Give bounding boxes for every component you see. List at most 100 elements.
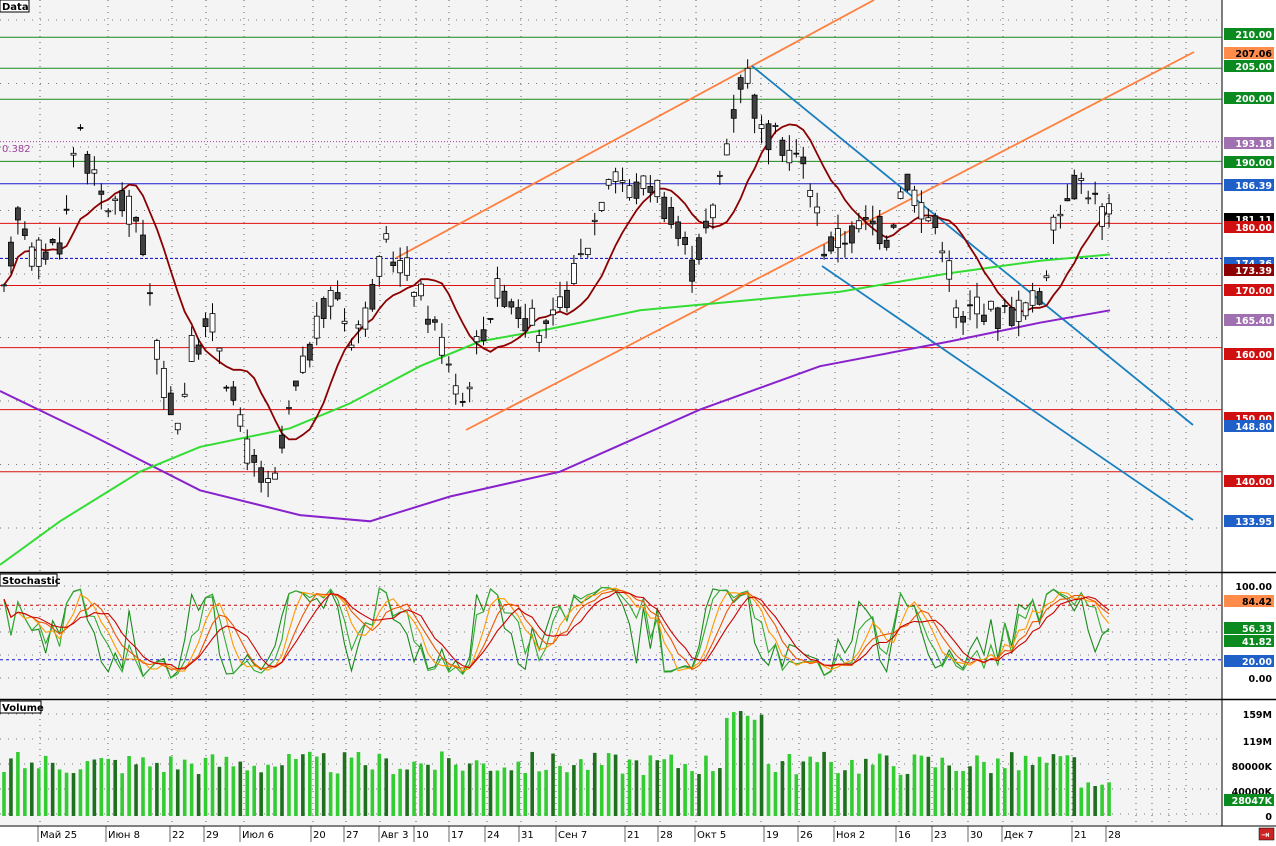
candle-body — [369, 284, 376, 310]
volume-bar — [662, 759, 667, 816]
candle-body — [237, 414, 244, 427]
axis-badge-label: 207.06 — [1235, 49, 1272, 60]
volume-bar — [829, 761, 833, 816]
x-axis-label: 29 — [206, 830, 219, 841]
axis-badge — [1224, 794, 1274, 806]
volume-bar — [905, 773, 910, 816]
volume-bar — [203, 757, 208, 816]
stoch-panel[interactable] — [0, 574, 1222, 698]
volume-bar — [85, 761, 90, 816]
x-axis-label: 30 — [970, 830, 983, 841]
volume-bar — [280, 765, 284, 816]
axis-badge — [1224, 156, 1274, 168]
volume-bar — [398, 768, 402, 816]
candle-body — [466, 386, 473, 390]
volume-bar — [467, 763, 472, 816]
volume-bar — [996, 758, 1000, 816]
candle-body — [1043, 275, 1050, 279]
candle-body — [668, 207, 675, 225]
candle-body — [737, 77, 744, 90]
axis-badge — [1224, 92, 1274, 104]
candle-body — [35, 239, 42, 267]
candle-body — [98, 190, 105, 195]
candle-body — [28, 246, 35, 267]
axis-badge — [1224, 28, 1274, 40]
volume-bar — [954, 770, 958, 816]
volume-bar — [182, 759, 187, 816]
candle-body — [320, 298, 327, 319]
candle-body — [91, 169, 98, 174]
candle-body — [418, 283, 424, 297]
candle-body — [480, 329, 487, 342]
x-axis-label: 19 — [766, 830, 779, 841]
volume-bar — [488, 770, 493, 816]
corner-button[interactable] — [1258, 827, 1275, 841]
volume-bar — [551, 753, 555, 816]
candle-body — [292, 380, 299, 387]
volume-bar — [356, 752, 361, 816]
volume-bar — [440, 751, 444, 816]
candle-body — [925, 217, 932, 222]
volume-bar — [405, 769, 409, 816]
candle-body — [932, 215, 939, 228]
candle-body — [716, 174, 723, 177]
volume-bar — [1016, 770, 1021, 816]
candle-body — [967, 304, 973, 307]
volume-bar — [940, 757, 945, 816]
volume-bar — [175, 769, 180, 816]
candle-body — [63, 208, 70, 211]
axis-badge-label: 193.18 — [1235, 139, 1272, 150]
volume-bar — [648, 755, 653, 816]
candle-body — [981, 314, 987, 322]
volume-bar — [558, 765, 562, 816]
candle-body — [918, 202, 925, 220]
x-axis-label: Ноя 2 — [836, 830, 865, 841]
volume-bar — [565, 772, 569, 816]
axis-badge-label: 170.00 — [1235, 286, 1272, 297]
axis-badge — [1224, 60, 1274, 72]
candle-body — [508, 301, 515, 308]
volume-bar — [23, 768, 27, 816]
volume-bar — [975, 755, 979, 816]
axis-badge-label: 133.95 — [1235, 517, 1272, 528]
volume-bar — [78, 769, 83, 816]
volume-bar — [412, 761, 416, 816]
candle-body — [119, 190, 126, 212]
volume-bar — [759, 714, 764, 816]
axis-badge-label: 159M — [1243, 710, 1272, 721]
volume-bar — [16, 752, 20, 816]
volume-bar — [989, 773, 993, 816]
volume-bar — [210, 754, 215, 816]
candle-body — [133, 216, 139, 222]
volume-bar — [530, 751, 534, 816]
volume-bar — [273, 766, 277, 816]
volume-bar — [2, 771, 6, 816]
volume-bar — [773, 771, 778, 816]
volume-bar — [641, 774, 646, 816]
volume-bar — [1100, 784, 1104, 816]
axis-badge-label: 40000K — [1232, 787, 1273, 798]
x-axis-labels: Май 25 Июн 8 22 29 Июл 6 20 27 Авг 3 10 17 24 31 Сен… — [37, 826, 1121, 842]
candle-body — [49, 239, 56, 244]
volume-bar — [676, 768, 680, 816]
volume-bar — [231, 766, 236, 816]
volume-bar — [968, 766, 972, 816]
volume-bar — [71, 773, 76, 816]
volume-bar — [266, 764, 270, 816]
candle-body — [1001, 305, 1008, 307]
ma-slow-line — [0, 309, 1111, 523]
volume-bar — [725, 717, 729, 816]
candle-body — [661, 196, 668, 220]
candle-body — [1, 284, 7, 287]
x-axis-label: 21 — [1074, 830, 1087, 841]
volume-bar — [801, 761, 806, 816]
candle-body — [876, 216, 883, 245]
volume-bar — [787, 754, 792, 816]
candle-body — [459, 401, 466, 403]
axis-badge-label: 0 — [1265, 812, 1272, 823]
volume-bar — [43, 755, 48, 816]
candle-body — [828, 236, 834, 252]
axis-badge-label: 190.00 — [1235, 158, 1272, 169]
